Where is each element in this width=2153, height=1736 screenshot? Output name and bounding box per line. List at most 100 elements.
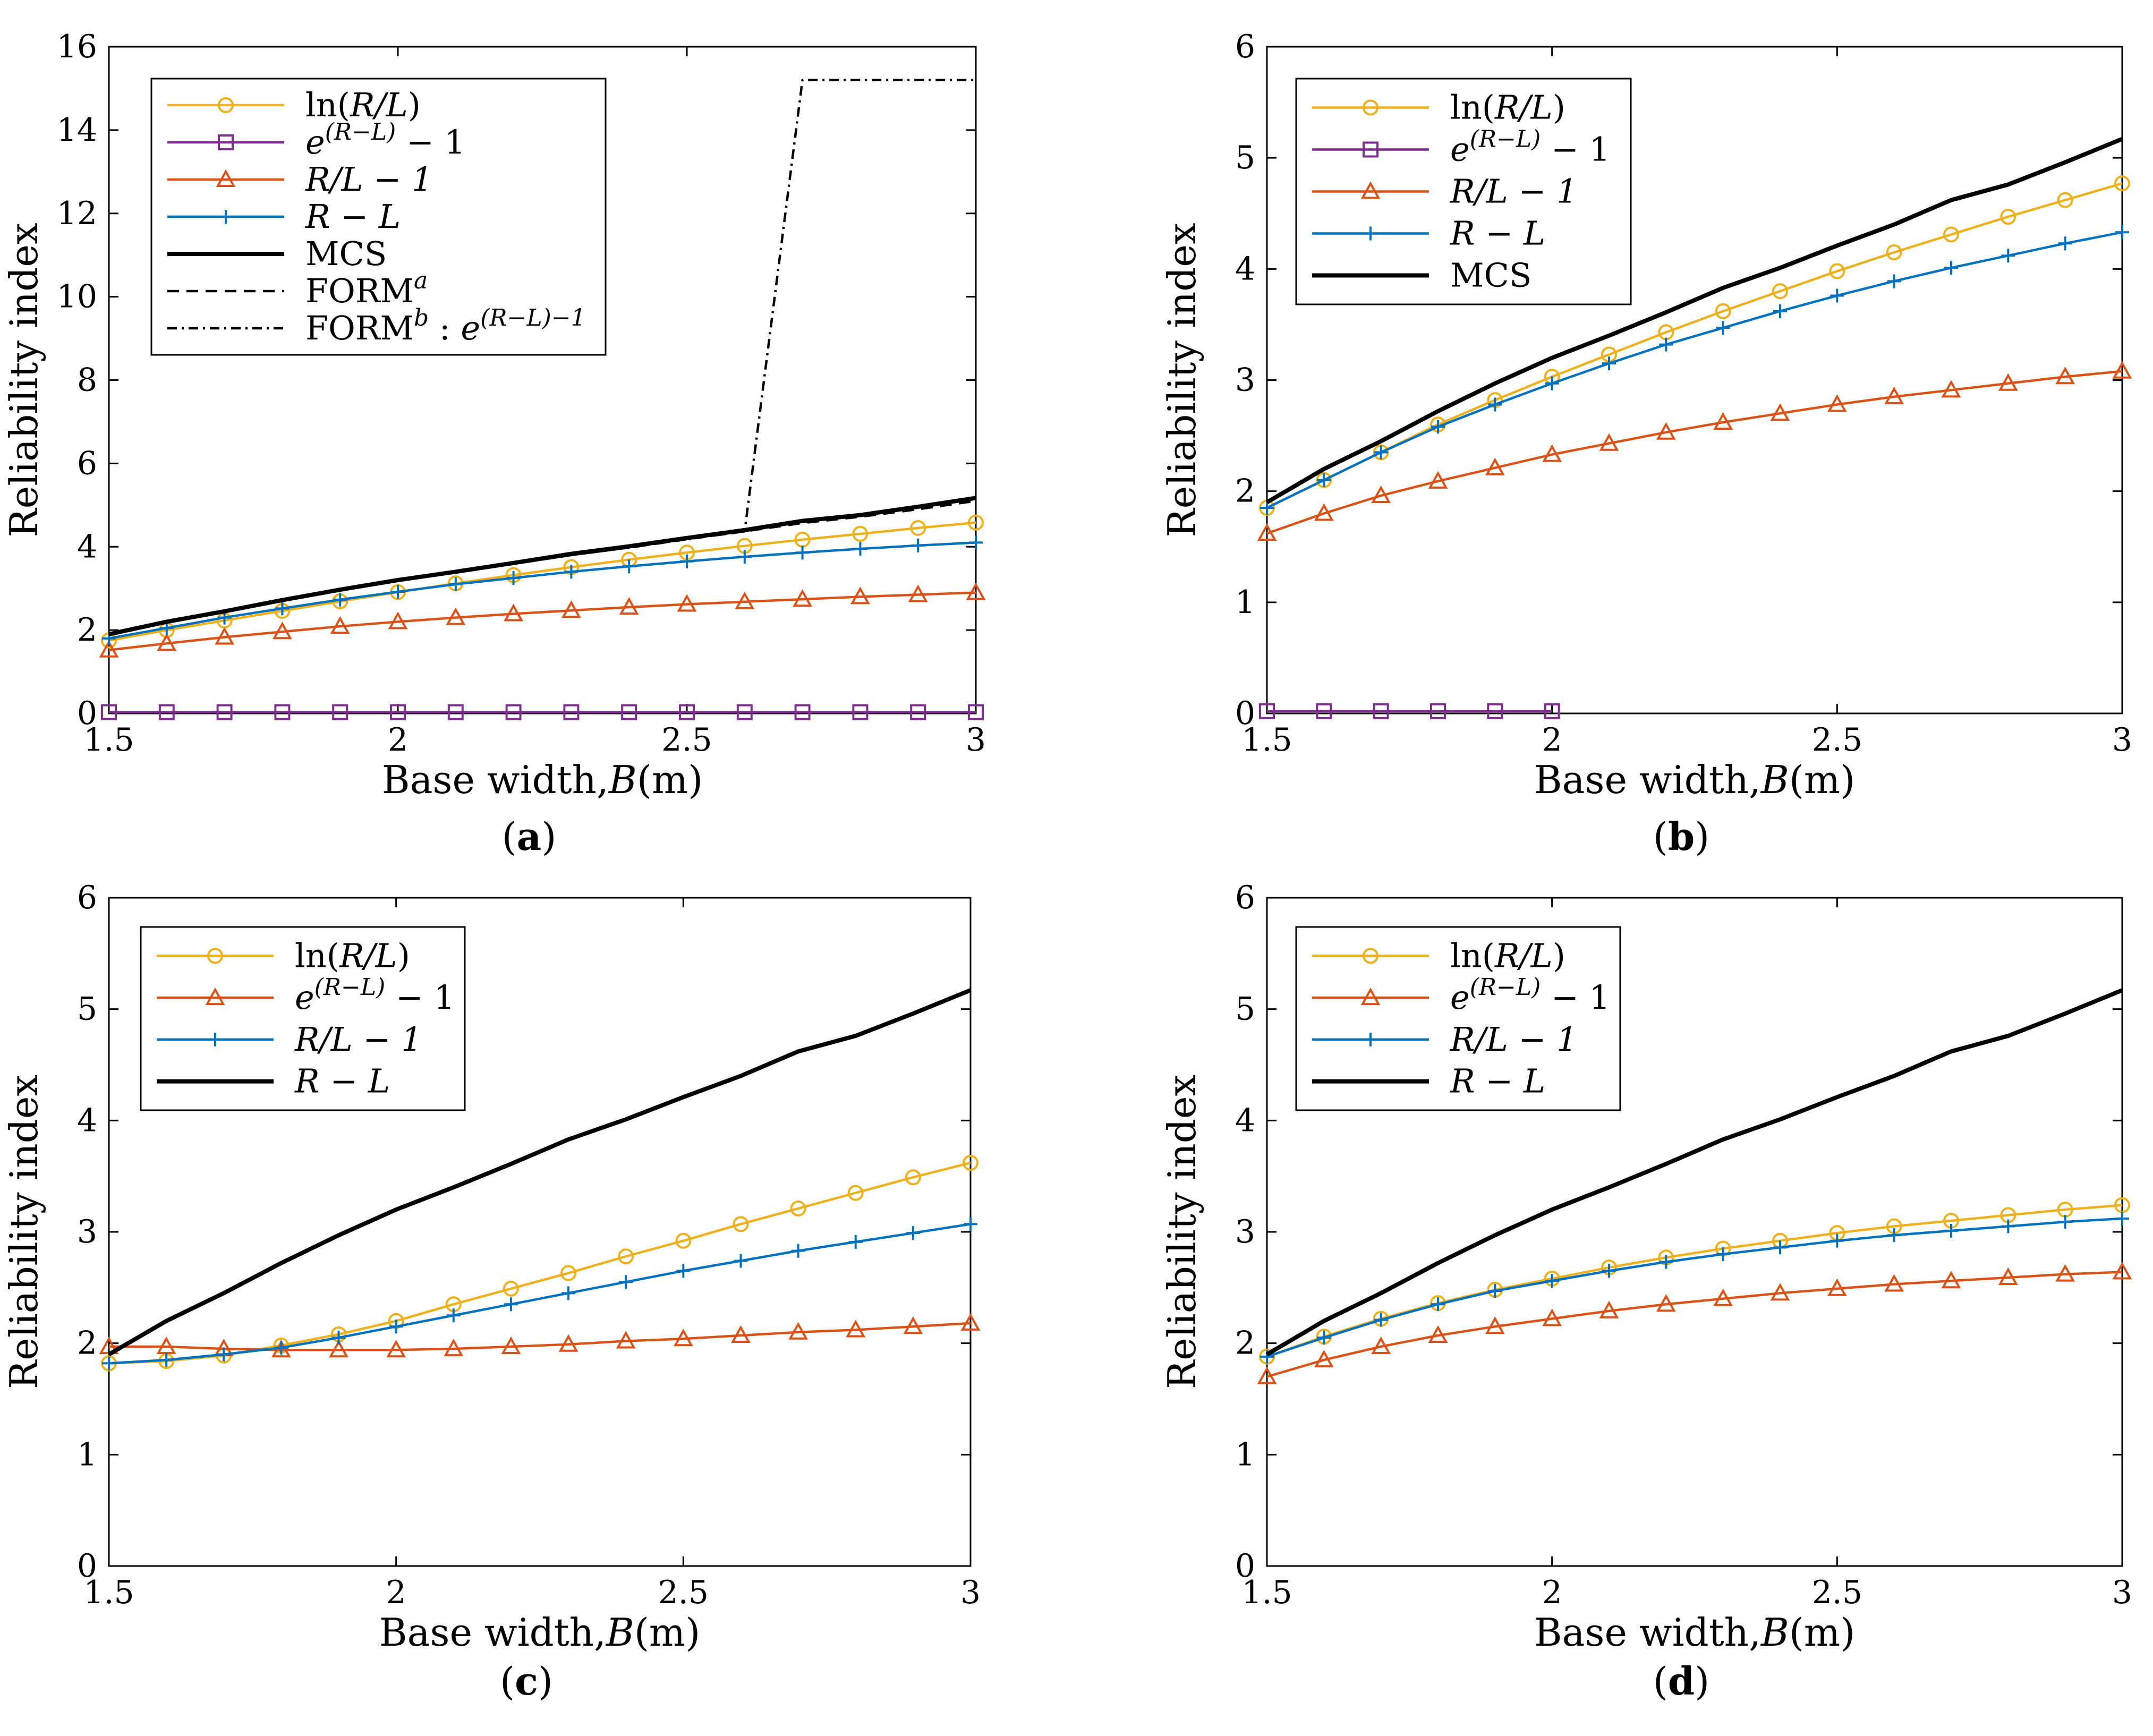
panel-caption: (b)	[1653, 814, 1710, 859]
data-point	[790, 1200, 806, 1216]
series-2	[102, 1217, 977, 1371]
y-tick-label: 16	[57, 28, 97, 65]
y-tick-label: 1	[1235, 1436, 1255, 1473]
data-point	[736, 704, 753, 720]
data-point	[1884, 1274, 1904, 1292]
x-tick-label: 2.5	[658, 1574, 709, 1611]
data-point	[1659, 1255, 1673, 1269]
legend-marker	[1364, 1032, 1377, 1046]
data-point	[1944, 261, 1958, 275]
data-point	[1713, 1288, 1733, 1306]
data-point	[1998, 1267, 2018, 1285]
data-point	[1884, 386, 1904, 404]
data-point	[388, 611, 408, 629]
chart-panel-a: 1.5 2 2.5 3 0 2 4 6 8 10 12 14 16 Base width,B(m) Reli…	[2, 28, 986, 859]
data-point	[2001, 1219, 2015, 1233]
data-point	[622, 559, 636, 574]
data-point	[330, 616, 350, 634]
data-point	[1772, 283, 1788, 300]
data-point	[1770, 1283, 1790, 1301]
chart-panel-d: 1.5 2 2.5 3 0 1 2 3 4 5 6 Base width,B(m) Reliabilit…	[1160, 879, 2132, 1704]
legend-marker	[219, 210, 233, 224]
legend: ln(R/L)e(R−L) − 1R/L − 1R − L	[1295, 926, 1621, 1111]
legend-label: FORMb : e(R−L)−1	[305, 304, 586, 347]
data-point	[1829, 263, 1845, 279]
y-axis-label: Reliability index	[2, 223, 46, 537]
data-point	[1827, 1278, 1847, 1296]
data-point	[159, 1353, 174, 1367]
data-point	[1773, 1240, 1787, 1255]
data-point	[561, 1286, 576, 1300]
data-point	[2115, 1211, 2129, 1226]
data-point	[1716, 321, 1730, 335]
y-tick-label: 6	[1235, 879, 1255, 916]
x-axis-label: Base width,B(m)	[382, 758, 703, 802]
data-point	[1659, 337, 1673, 352]
series-line	[108, 591, 976, 652]
series-line	[1265, 137, 2123, 505]
data-point	[1316, 703, 1332, 719]
legend-marker	[216, 169, 236, 187]
data-point	[906, 1226, 920, 1240]
y-tick-label: 5	[77, 991, 97, 1028]
data-point	[506, 571, 521, 585]
data-point	[963, 1155, 978, 1171]
legend-label: R − L	[305, 197, 401, 236]
data-point	[1830, 288, 1844, 303]
legend-marker	[1363, 99, 1378, 116]
data-point	[1716, 1247, 1730, 1261]
x-axis-label: Base width,B(m)	[379, 1610, 701, 1655]
data-point	[2057, 192, 2073, 208]
data-point	[1488, 1284, 1502, 1298]
y-tick-label: 12	[57, 195, 97, 232]
series-2	[99, 582, 986, 658]
data-point	[2001, 249, 2015, 263]
legend-marker	[1363, 141, 1378, 158]
data-point	[101, 704, 117, 720]
y-tick-label: 6	[77, 879, 97, 916]
y-tick-label: 5	[1235, 991, 1255, 1028]
y-tick-label: 0	[1235, 1547, 1255, 1585]
data-point	[1374, 445, 1388, 459]
data-point	[791, 1244, 805, 1258]
data-point	[1941, 1271, 1961, 1289]
data-point	[848, 1235, 863, 1249]
data-point	[1941, 380, 1961, 398]
legend-label: FORMa	[305, 267, 428, 310]
data-point	[793, 589, 812, 607]
x-tick-label: 1.5	[83, 721, 134, 759]
data-point	[1602, 1264, 1616, 1278]
x-axis-label: Base width,B(m)	[1534, 758, 1856, 802]
data-point	[618, 1248, 634, 1265]
legend-label: ln(R/L)	[1450, 936, 1565, 975]
data-point	[680, 554, 694, 568]
data-point	[1944, 1223, 1958, 1238]
data-point	[1713, 412, 1733, 430]
data-point	[847, 1185, 864, 1201]
data-point	[911, 538, 925, 552]
data-point	[503, 1280, 519, 1297]
data-point	[1485, 457, 1505, 475]
data-point	[504, 603, 523, 622]
y-axis-label: Reliability index	[2, 1075, 46, 1389]
y-tick-label: 2	[1235, 1325, 1255, 1362]
series-6	[108, 79, 976, 636]
x-tick-label: 2	[1542, 721, 1562, 759]
data-point	[1371, 1336, 1391, 1354]
legend-label: e(R−L) − 1	[1450, 974, 1610, 1017]
legend-label: ln(R/L)	[295, 936, 410, 975]
data-point	[966, 582, 986, 600]
data-point	[504, 1297, 518, 1312]
data-point	[852, 525, 869, 542]
legend-label: R/L − 1	[1450, 172, 1578, 211]
x-tick-label: 1.5	[1241, 1574, 1292, 1611]
y-tick-label: 14	[57, 112, 97, 149]
data-point	[446, 607, 466, 625]
y-tick-label: 0	[77, 695, 97, 732]
panel-caption: (c)	[500, 1658, 553, 1704]
data-point	[274, 1341, 288, 1355]
data-point	[960, 1313, 981, 1331]
data-point	[331, 1331, 346, 1345]
data-point	[157, 633, 177, 651]
